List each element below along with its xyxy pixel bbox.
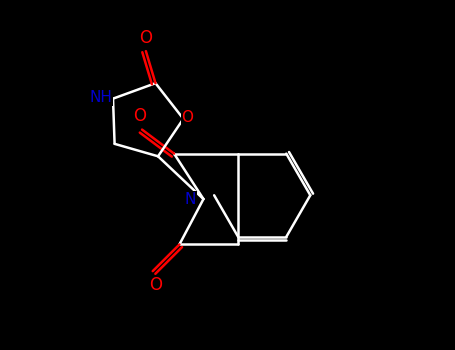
Text: N: N — [184, 191, 196, 206]
Text: O: O — [139, 29, 152, 47]
Text: O: O — [182, 110, 194, 125]
Text: O: O — [149, 275, 162, 294]
Text: NH: NH — [90, 90, 113, 105]
Text: O: O — [133, 107, 146, 125]
